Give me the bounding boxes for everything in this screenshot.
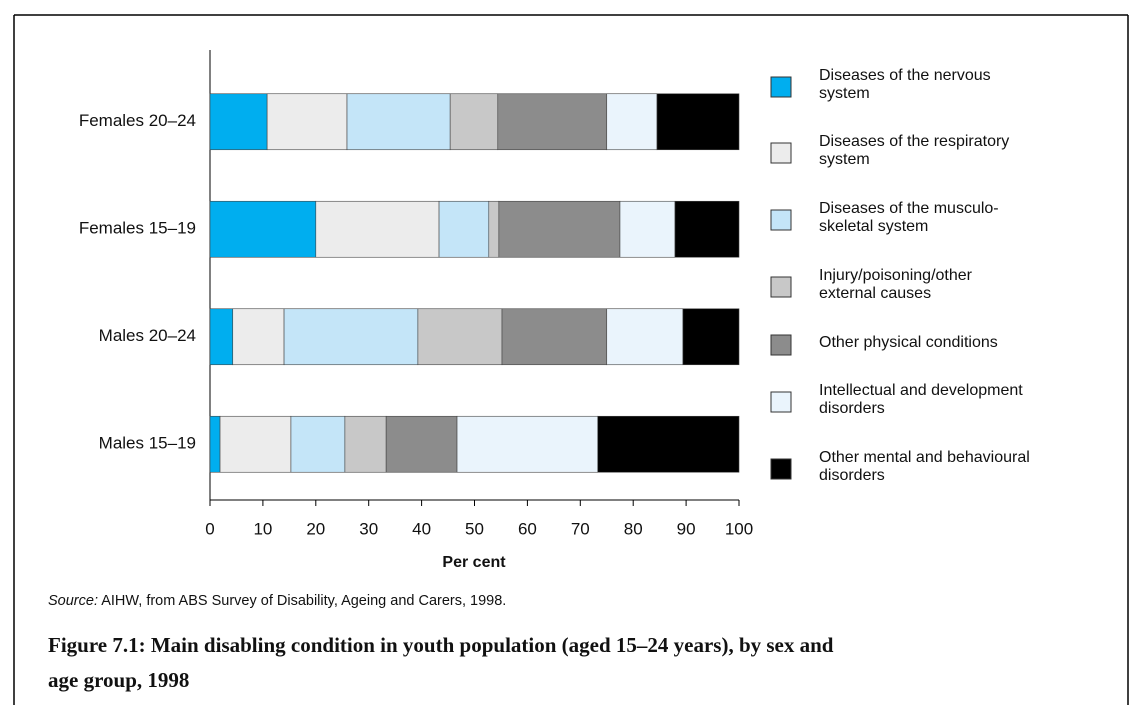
bar-segment [346,93,451,151]
x-tick-label: 30 [359,519,378,538]
bar-segment [209,415,221,473]
bar-segment [438,200,490,258]
bar-segment [266,93,348,151]
legend-label: Other physical conditions [819,334,998,351]
bar-segment [219,415,292,473]
legend-swatch [770,276,792,298]
bar-segment [232,308,285,366]
bar-segment [682,308,740,366]
bar-segment [488,200,500,258]
bar-segment [290,415,346,473]
bar-segment [497,93,608,151]
legend-swatch [770,142,792,164]
x-tick-label: 80 [624,519,643,538]
bar-segment [417,308,503,366]
bar-segment [619,200,676,258]
y-tick-label: Males 20–24 [99,326,196,345]
legend-label: Diseases of the nervous system [819,67,991,102]
x-tick-label: 90 [677,519,696,538]
source-text: AIHW, from ABS Survey of Disability, Age… [97,593,507,609]
legend-label: Diseases of the musculo- skeletal system [819,200,999,235]
bar-segment [283,308,419,366]
bar-segment [209,93,268,151]
legend-label: Diseases of the respiratory system [819,133,1010,168]
legend-swatch [770,209,792,231]
bar-segment [315,200,440,258]
bar-segment [209,308,234,366]
x-axis-label: Per cent [442,554,506,571]
y-tick-label: Males 15–19 [99,434,196,453]
bar-segment [656,93,740,151]
x-tick-label: 40 [412,519,431,538]
y-tick-label: Females 15–19 [79,219,196,238]
x-tick-label: 0 [205,519,214,538]
legend-swatch [770,391,792,413]
bar-segment [498,200,621,258]
x-tick-label: 60 [518,519,537,538]
bar-segment [501,308,608,366]
y-tick-label: Females 20–24 [79,111,196,130]
bar-segment [209,200,317,258]
x-tick-label: 20 [306,519,325,538]
x-tick-label: 50 [465,519,484,538]
legend-label: Intellectual and development disorders [819,382,1023,417]
bar-segment [606,93,658,151]
bar-segment [385,415,458,473]
bar-segment [449,93,499,151]
x-tick-label: 70 [571,519,590,538]
bar-segment [456,415,599,473]
bar-segment [344,415,387,473]
legend-swatch [770,458,792,480]
legend-swatch [770,334,792,356]
caption: Figure 7.1: Main disabling condition in … [48,633,834,692]
legend-swatch [770,76,792,98]
x-tick-label: 10 [253,519,272,538]
source: Source: AIHW, from ABS Survey of Disabil… [48,593,506,609]
legend-label: Other mental and behavioural disorders [819,449,1030,484]
legend-label: Injury/poisoning/other external causes [819,267,972,302]
bar-segment [597,415,740,473]
source-label: Source: [48,593,98,609]
bar-segment [606,308,684,366]
bar-segment [674,200,740,258]
x-tick-label: 100 [725,519,753,538]
